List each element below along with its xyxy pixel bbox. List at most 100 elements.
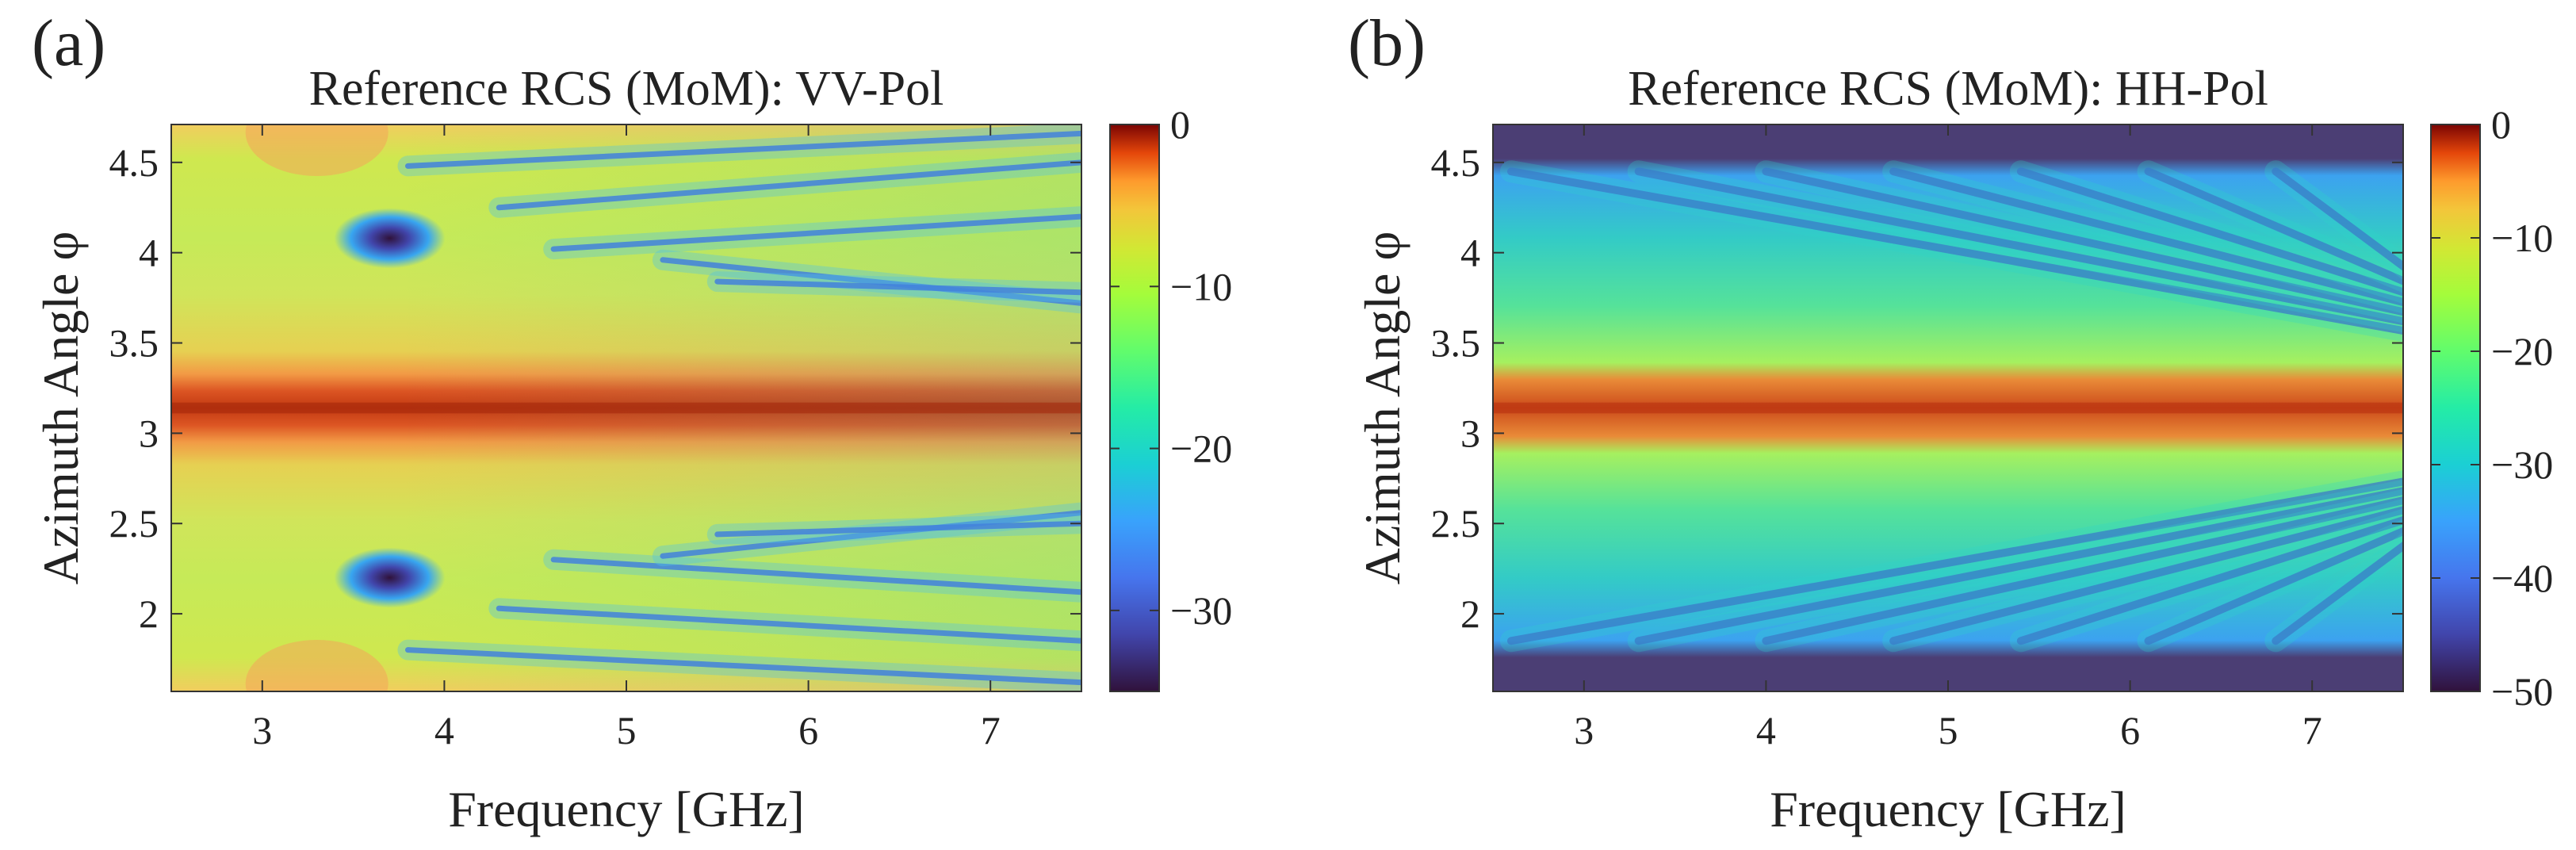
null-halo (652, 502, 1081, 567)
lobe-halo (1627, 160, 2403, 333)
lobe-mark (245, 640, 389, 691)
null-streak (660, 257, 1081, 306)
x-tick-label: 4 (434, 708, 454, 752)
x-axis-label: Frequency [GHz] (1770, 781, 2126, 837)
y-tick-label: 2.5 (1431, 501, 1481, 546)
lobe-mark (245, 124, 389, 176)
chart-title: Reference RCS (MoM): VV-Pol (309, 62, 944, 116)
y-tick-label: 3.5 (1431, 321, 1481, 366)
y-axis-label: Azimuth Angle φ (1354, 232, 1410, 585)
colorbar-tick-label: −20 (2491, 329, 2553, 373)
x-tick-label: 5 (1939, 708, 1958, 752)
lobe-halo (1627, 479, 2403, 653)
heatmap-image (171, 124, 1081, 691)
null-halo (543, 206, 1081, 260)
null-streak (496, 605, 1081, 644)
x-tick-label: 3 (252, 708, 272, 752)
null-streak (496, 159, 1081, 211)
lobe-halo (1882, 498, 2403, 653)
y-tick-label: 4.5 (109, 140, 159, 185)
lobe-halo (2009, 160, 2403, 304)
colorbar-tick-label: −40 (2491, 556, 2553, 600)
lobe-null (2144, 167, 2403, 285)
colorbar-tick-label: −10 (1170, 264, 1232, 308)
x-tick-label: 4 (1756, 708, 1776, 752)
null-streak (714, 278, 1081, 296)
colorbar-tick-label: −10 (2491, 216, 2553, 260)
colorbar-gradient (2430, 124, 2481, 692)
y-tick-label: 3 (139, 411, 159, 455)
x-tick-label: 5 (617, 708, 637, 752)
x-tick-label: 6 (2120, 708, 2140, 752)
lobe-halo (1499, 470, 2403, 653)
y-tick-label: 2 (1460, 592, 1480, 636)
x-axis-label: Frequency [GHz] (448, 781, 805, 837)
null-streak (404, 130, 1081, 169)
colorbar-tick-label: −30 (2491, 442, 2553, 487)
y-tick-label: 4 (139, 231, 159, 275)
lobe-null (1889, 506, 2403, 645)
lobe-halo (2264, 160, 2403, 281)
x-tick-label: 7 (2302, 708, 2322, 752)
lobe-halo (2264, 532, 2403, 653)
specular-core (1493, 402, 2403, 414)
colorbar-gradient (1109, 124, 1160, 692)
lobe-null (2272, 541, 2403, 645)
lobe-null (2144, 526, 2403, 645)
y-tick-label: 2.5 (109, 501, 159, 546)
lobe-halo (1755, 160, 2403, 324)
null-mark (334, 208, 446, 269)
x-tick-label: 6 (798, 708, 818, 752)
null-streak (550, 213, 1081, 252)
colorbar-tick-label: −50 (2491, 669, 2553, 714)
null-halo (652, 249, 1081, 314)
colorbar: 0 −10 −20 −30 −40 −50 (2430, 102, 2553, 714)
null-halo (397, 124, 1081, 177)
lobe-null (2016, 515, 2403, 645)
null-streak (660, 510, 1081, 559)
x-tick-label: 3 (1574, 708, 1594, 752)
null-mark (334, 547, 446, 608)
colorbar: 0 −10 −20 −30 (1109, 102, 1232, 692)
lobe-halo (2009, 508, 2403, 653)
null-halo (543, 549, 1081, 603)
panel-a-vv-pol: 3 4 5 6 7 2 2.5 3 3.5 4 4.5 (a) Reference RCS (MoM):… (32, 6, 1232, 837)
colorbar-tick-label: 0 (2491, 102, 2511, 147)
lobe-null (1506, 167, 2403, 335)
lobe-halo (2137, 519, 2403, 653)
y-axis-label: Azimuth Angle φ (33, 232, 89, 585)
null-streak (404, 647, 1081, 686)
null-halo (706, 513, 1081, 545)
panel-label: (a) (32, 6, 105, 80)
lobe-null (1506, 477, 2403, 645)
lobe-null (1634, 167, 2403, 326)
null-streak (714, 520, 1081, 538)
specular-core (171, 402, 1081, 414)
colorbar-tick-label: −30 (1170, 588, 1232, 633)
y-tick-label: 4 (1460, 231, 1480, 275)
colorbar-tick-label: −20 (1170, 427, 1232, 471)
panel-label: (b) (1348, 6, 1426, 80)
panel-b-hh-pol: 3 4 5 6 7 2 2.5 3 3.5 4 4.5 (b) Reference RCS (MoM):… (1348, 6, 2553, 837)
lobe-null (1762, 496, 2403, 645)
lobe-null (1762, 167, 2403, 316)
null-halo (706, 271, 1081, 303)
lobe-null (2016, 167, 2403, 297)
heatmap-image (1493, 124, 2403, 691)
colorbar-tick-label: 0 (1170, 102, 1190, 147)
x-tick-label: 7 (981, 708, 1001, 752)
lobe-halo (1499, 160, 2403, 343)
null-halo (488, 151, 1081, 218)
null-halo (397, 639, 1081, 691)
y-tick-label: 3.5 (109, 321, 159, 366)
y-tick-label: 3 (1460, 411, 1480, 455)
chart-title: Reference RCS (MoM): HH-Pol (1628, 62, 2268, 116)
lobe-halo (1755, 488, 2403, 653)
lobe-halo (1882, 160, 2403, 314)
lobe-null (1634, 487, 2403, 645)
y-tick-label: 2 (139, 592, 159, 636)
null-streak (550, 557, 1081, 595)
null-halo (488, 598, 1081, 652)
lobe-halo (2137, 160, 2403, 293)
